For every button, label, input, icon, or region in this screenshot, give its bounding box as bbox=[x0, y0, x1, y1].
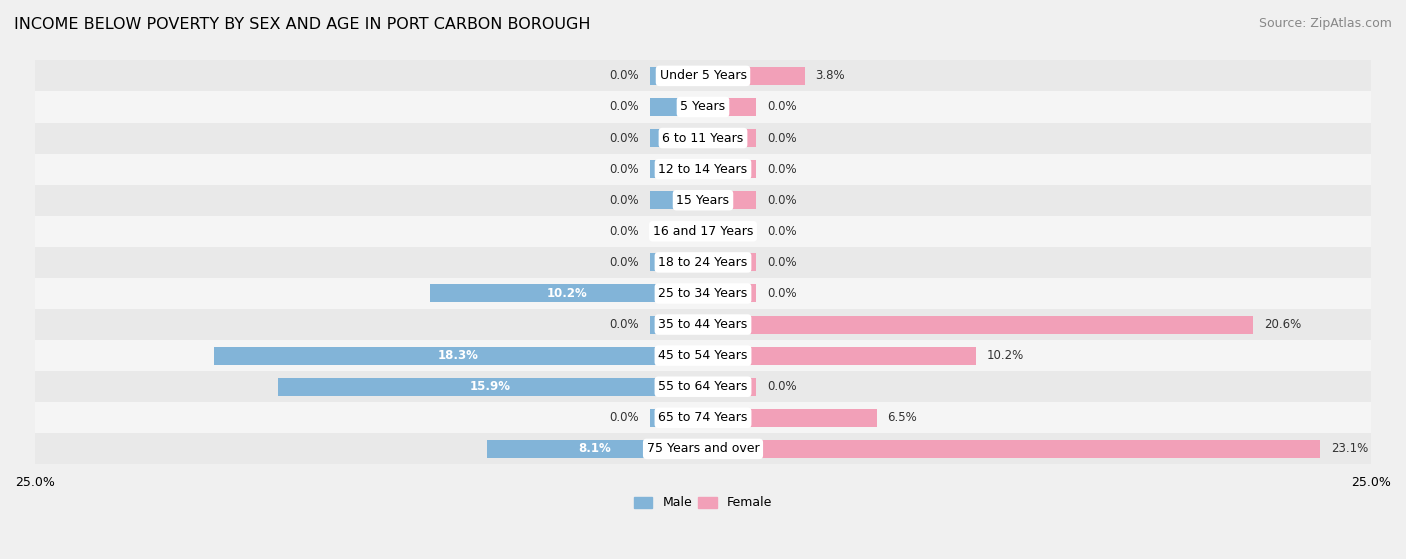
Text: 15 Years: 15 Years bbox=[676, 194, 730, 207]
Bar bbox=[703, 129, 756, 147]
Bar bbox=[35, 216, 1371, 247]
Bar bbox=[35, 92, 1371, 122]
Bar bbox=[703, 160, 756, 178]
Text: 75 Years and over: 75 Years and over bbox=[647, 442, 759, 456]
Bar bbox=[35, 309, 1371, 340]
Text: 0.0%: 0.0% bbox=[768, 287, 797, 300]
Bar bbox=[703, 285, 756, 302]
Text: 18.3%: 18.3% bbox=[439, 349, 479, 362]
Text: 12 to 14 Years: 12 to 14 Years bbox=[658, 163, 748, 176]
Bar bbox=[703, 98, 756, 116]
Bar bbox=[35, 433, 1371, 465]
Text: Under 5 Years: Under 5 Years bbox=[659, 69, 747, 82]
Text: 0.0%: 0.0% bbox=[609, 194, 638, 207]
Text: 6.5%: 6.5% bbox=[887, 411, 917, 424]
Bar bbox=[35, 122, 1371, 154]
Bar bbox=[650, 160, 703, 178]
Bar bbox=[35, 278, 1371, 309]
Text: 0.0%: 0.0% bbox=[609, 225, 638, 238]
Text: 20.6%: 20.6% bbox=[1264, 318, 1302, 331]
Text: 35 to 44 Years: 35 to 44 Years bbox=[658, 318, 748, 331]
Text: INCOME BELOW POVERTY BY SEX AND AGE IN PORT CARBON BOROUGH: INCOME BELOW POVERTY BY SEX AND AGE IN P… bbox=[14, 17, 591, 32]
Text: 65 to 74 Years: 65 to 74 Years bbox=[658, 411, 748, 424]
Text: 0.0%: 0.0% bbox=[609, 163, 638, 176]
Text: 5 Years: 5 Years bbox=[681, 101, 725, 113]
Bar bbox=[650, 129, 703, 147]
Bar bbox=[703, 67, 804, 85]
Bar bbox=[35, 402, 1371, 433]
Text: 0.0%: 0.0% bbox=[768, 163, 797, 176]
Bar bbox=[35, 184, 1371, 216]
Text: 0.0%: 0.0% bbox=[609, 256, 638, 269]
Text: 45 to 54 Years: 45 to 54 Years bbox=[658, 349, 748, 362]
Text: 0.0%: 0.0% bbox=[768, 225, 797, 238]
Bar bbox=[650, 409, 703, 427]
Text: Source: ZipAtlas.com: Source: ZipAtlas.com bbox=[1258, 17, 1392, 30]
Text: 15.9%: 15.9% bbox=[470, 380, 510, 393]
Bar bbox=[650, 222, 703, 240]
Bar bbox=[650, 98, 703, 116]
Text: 10.2%: 10.2% bbox=[547, 287, 588, 300]
Text: 0.0%: 0.0% bbox=[768, 380, 797, 393]
Bar bbox=[35, 154, 1371, 184]
Bar bbox=[430, 285, 703, 302]
Bar bbox=[278, 378, 703, 396]
Text: 8.1%: 8.1% bbox=[578, 442, 612, 456]
Text: 16 and 17 Years: 16 and 17 Years bbox=[652, 225, 754, 238]
Bar bbox=[703, 378, 756, 396]
Bar bbox=[35, 340, 1371, 371]
Text: 0.0%: 0.0% bbox=[768, 131, 797, 145]
Text: 10.2%: 10.2% bbox=[986, 349, 1024, 362]
Bar bbox=[703, 191, 756, 209]
Text: 0.0%: 0.0% bbox=[768, 256, 797, 269]
Bar bbox=[214, 347, 703, 364]
Text: 0.0%: 0.0% bbox=[609, 131, 638, 145]
Bar bbox=[703, 440, 1320, 458]
Text: 23.1%: 23.1% bbox=[1331, 442, 1368, 456]
Bar bbox=[35, 60, 1371, 92]
Bar bbox=[703, 253, 756, 272]
Legend: Male, Female: Male, Female bbox=[628, 491, 778, 514]
Bar bbox=[486, 440, 703, 458]
Bar bbox=[703, 315, 1254, 334]
Text: 0.0%: 0.0% bbox=[609, 318, 638, 331]
Text: 0.0%: 0.0% bbox=[609, 411, 638, 424]
Text: 0.0%: 0.0% bbox=[609, 101, 638, 113]
Bar bbox=[703, 222, 756, 240]
Bar bbox=[650, 191, 703, 209]
Text: 25 to 34 Years: 25 to 34 Years bbox=[658, 287, 748, 300]
Bar bbox=[35, 247, 1371, 278]
Text: 55 to 64 Years: 55 to 64 Years bbox=[658, 380, 748, 393]
Text: 6 to 11 Years: 6 to 11 Years bbox=[662, 131, 744, 145]
Bar bbox=[650, 253, 703, 272]
Text: 18 to 24 Years: 18 to 24 Years bbox=[658, 256, 748, 269]
Bar bbox=[650, 67, 703, 85]
Bar bbox=[650, 315, 703, 334]
Text: 0.0%: 0.0% bbox=[609, 69, 638, 82]
Bar bbox=[35, 371, 1371, 402]
Text: 3.8%: 3.8% bbox=[815, 69, 845, 82]
Text: 0.0%: 0.0% bbox=[768, 194, 797, 207]
Bar bbox=[703, 347, 976, 364]
Bar bbox=[703, 409, 877, 427]
Text: 0.0%: 0.0% bbox=[768, 101, 797, 113]
